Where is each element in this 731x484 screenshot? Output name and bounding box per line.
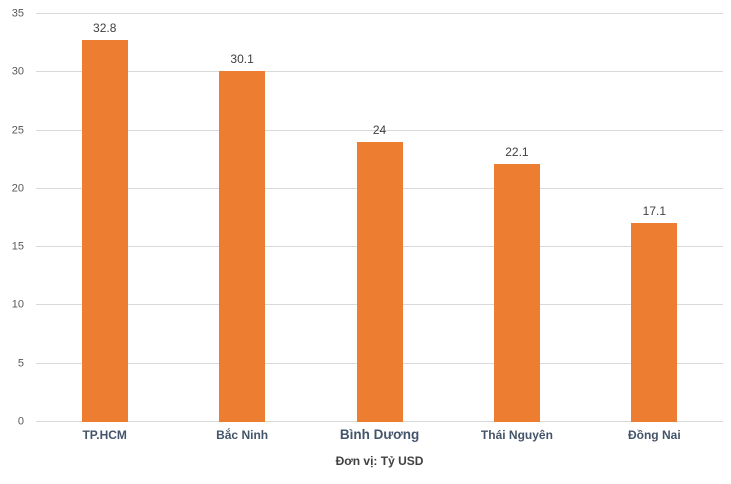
bar — [219, 71, 266, 422]
y-tick-label: 35 — [11, 7, 24, 20]
bar — [631, 222, 678, 422]
bar-value-label: 24 — [372, 123, 387, 138]
x-category-label: Thái Nguyên — [480, 428, 553, 442]
bar-value-label: 17.1 — [642, 203, 667, 218]
x-category-label: Bình Dương — [339, 427, 420, 442]
bar-value-label: 32.8 — [93, 20, 117, 35]
axis-caption: Đơn vị: Tỷ USD — [335, 454, 424, 468]
bar-column: 24 — [311, 14, 448, 422]
y-tick-label: 0 — [17, 415, 24, 428]
plot-area: 32.8 30.1 24 22.1 17.1 — [36, 13, 723, 422]
bar-column: 32.8 — [36, 14, 173, 422]
y-tick-label: 20 — [11, 182, 24, 195]
gridline — [36, 129, 723, 131]
bar-column: 22.1 — [448, 14, 585, 422]
y-axis: 0 5 10 15 20 25 30 35 — [0, 8, 30, 427]
y-tick-label: 10 — [11, 298, 24, 311]
x-category-label: TP.HCM — [82, 428, 127, 442]
bar — [356, 142, 403, 422]
bar-column: 17.1 — [586, 14, 723, 422]
y-tick-label: 30 — [11, 65, 24, 78]
x-category-label: Bắc Ninh — [216, 428, 269, 442]
bar — [81, 39, 128, 422]
gridline — [36, 13, 723, 14]
y-tick-label: 15 — [11, 240, 24, 253]
y-tick-label: 5 — [17, 357, 24, 370]
bars: 32.8 30.1 24 22.1 17.1 — [36, 14, 723, 422]
bar — [493, 164, 540, 422]
x-axis: TP.HCM Bắc Ninh Bình Dương Thái Nguyên Đồng … — [36, 426, 723, 444]
y-tick-label: 25 — [11, 124, 24, 137]
x-category-label: Đồng Nai — [627, 428, 681, 442]
bar-column: 30.1 — [173, 14, 310, 422]
bar-value-label: 22.1 — [505, 145, 529, 160]
bar-value-label: 30.1 — [230, 52, 254, 67]
gridline — [36, 71, 723, 73]
